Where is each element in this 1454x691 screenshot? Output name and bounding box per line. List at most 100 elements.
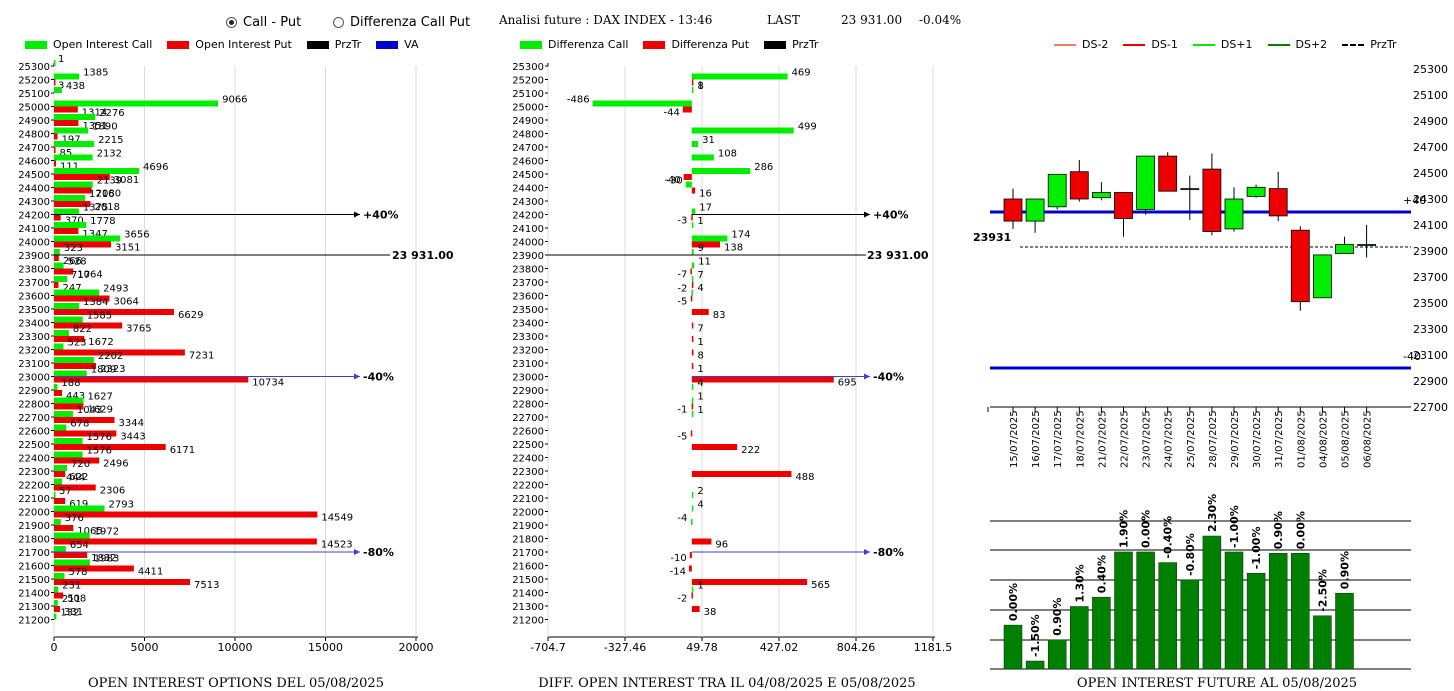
call-value-label: 1385 — [83, 68, 108, 79]
y-tick-label: 24000 — [18, 238, 50, 249]
legend-oi: Open Interest Call Open Interest Put Prz… — [25, 38, 434, 51]
call-bar — [54, 235, 121, 242]
y-tick-label: 22300 — [512, 467, 544, 478]
oi-future-bar — [1335, 592, 1354, 670]
diff-put-bar — [691, 606, 700, 612]
y-tick-label: 25100 — [1413, 89, 1448, 102]
put-bar — [54, 471, 66, 477]
call-value-label: 2493 — [103, 284, 128, 295]
call-bar — [54, 289, 100, 296]
y-tick-label: 23500 — [1413, 297, 1448, 310]
call-bar — [54, 100, 219, 107]
diff-call-bar — [691, 519, 693, 525]
diff-put-label: -1 — [677, 405, 687, 416]
footer-diff: DIFF. OPEN INTEREST TRA IL 04/08/2025 E … — [538, 676, 916, 691]
y-tick-label: 23500 — [512, 305, 544, 316]
x-tick-label: 20000 — [399, 641, 434, 654]
oi-future-label: 0.90% — [1339, 551, 1352, 589]
call-value-label: 2139 — [97, 176, 122, 187]
call-bar — [54, 195, 86, 201]
oi-future-bar — [1092, 596, 1111, 670]
y-tick-label: 25300 — [1413, 63, 1448, 76]
x-tick-label: 17/07/2025 — [1053, 410, 1064, 468]
footer-oi: OPEN INTEREST OPTIONS DEL 05/08/2025 — [88, 676, 384, 691]
oi-future-label: 0.00% — [1140, 510, 1153, 548]
put-value-label: 3 — [58, 81, 64, 92]
diff-call-label: -30 — [666, 176, 682, 187]
diff-call-label: 1 — [697, 216, 703, 227]
legend-item: Open Interest Put — [167, 38, 292, 51]
put-bar — [54, 160, 57, 167]
x-tick-label: 16/07/2025 — [1031, 410, 1042, 468]
diff-put-label: 96 — [715, 540, 728, 551]
y-tick-label: 24600 — [18, 157, 50, 168]
y-tick-label: 24200 — [512, 211, 544, 222]
put-bar — [54, 309, 174, 315]
put-value-label: 2018 — [95, 202, 120, 213]
y-tick-label: 21700 — [512, 548, 544, 559]
legend-item: DS-2 — [1054, 38, 1108, 51]
reference-label: -80% — [873, 546, 904, 559]
call-bar — [54, 343, 64, 350]
y-tick-label: 21900 — [18, 521, 50, 532]
diff-put-label: 1 — [697, 81, 703, 92]
x-tick-label: 31/07/2025 — [1274, 410, 1285, 468]
diff-call-label: 4 — [697, 378, 703, 389]
y-tick-label: 24100 — [18, 224, 50, 235]
y-tick-label: 22900 — [512, 386, 544, 397]
call-value-label: 211 — [62, 594, 81, 605]
y-tick-label: 22400 — [18, 454, 50, 465]
put-bar — [54, 565, 134, 572]
diff-call-bar — [691, 276, 694, 282]
put-bar — [54, 336, 85, 342]
diff-put-bar — [691, 471, 792, 477]
y-tick-label: 24500 — [512, 170, 544, 181]
call-bar — [54, 451, 83, 458]
y-tick-label: 25200 — [512, 76, 544, 87]
call-bar — [54, 586, 59, 593]
candle-body — [1136, 155, 1155, 210]
call-value-label: 2215 — [98, 135, 123, 146]
put-value-label: 6629 — [178, 310, 203, 321]
put-bar — [54, 187, 92, 194]
y-tick-label: 23900 — [512, 251, 544, 262]
put-value-label: 622 — [69, 472, 88, 483]
y-tick-label: 23100 — [18, 359, 50, 370]
radio-differenza-call-put[interactable]: Differenza Call Put — [333, 15, 470, 30]
call-value-label: 9066 — [222, 95, 247, 106]
diff-put-label: -44 — [664, 108, 680, 119]
y-tick-label: 23700 — [512, 278, 544, 289]
y-tick-label: 25100 — [512, 89, 544, 100]
put-value-label: 3064 — [113, 297, 138, 308]
oi-future-label: -0.80% — [1184, 533, 1197, 576]
put-bar — [54, 147, 56, 153]
diff-call-bar — [691, 168, 751, 174]
y-tick-label: 24700 — [18, 143, 50, 154]
candle-body — [1224, 198, 1244, 230]
put-value-label: 14549 — [321, 513, 353, 524]
diff-put-bar — [691, 538, 712, 545]
candle-body — [1313, 254, 1332, 299]
oi-future-bar — [1025, 660, 1045, 670]
put-value-label: 331 — [64, 607, 83, 618]
call-bar — [54, 73, 80, 80]
diff-put-bar — [690, 430, 693, 437]
radio-call-put[interactable]: Call - Put — [226, 15, 301, 30]
y-tick-label: 23300 — [1413, 323, 1448, 336]
diff-put-bar — [683, 174, 692, 180]
oi-future-label: 0.90% — [1272, 511, 1285, 549]
call-value-label: 4696 — [143, 162, 168, 173]
call-bar — [54, 397, 84, 404]
y-tick-label: 23700 — [18, 278, 50, 289]
call-bar — [54, 505, 105, 512]
x-tick-label: 05/08/2025 — [1341, 410, 1352, 468]
y-tick-label: 23100 — [512, 359, 544, 370]
y-tick-label: 25300 — [512, 62, 544, 73]
candle-body — [1158, 155, 1178, 192]
put-value-label: 111 — [60, 162, 79, 173]
y-tick-label: 21700 — [18, 548, 50, 559]
diff-call-bar — [691, 127, 794, 134]
put-value-label: 1064 — [77, 270, 102, 281]
va-line-label: +40 — [1403, 194, 1426, 207]
y-tick-label: 23200 — [18, 346, 50, 357]
